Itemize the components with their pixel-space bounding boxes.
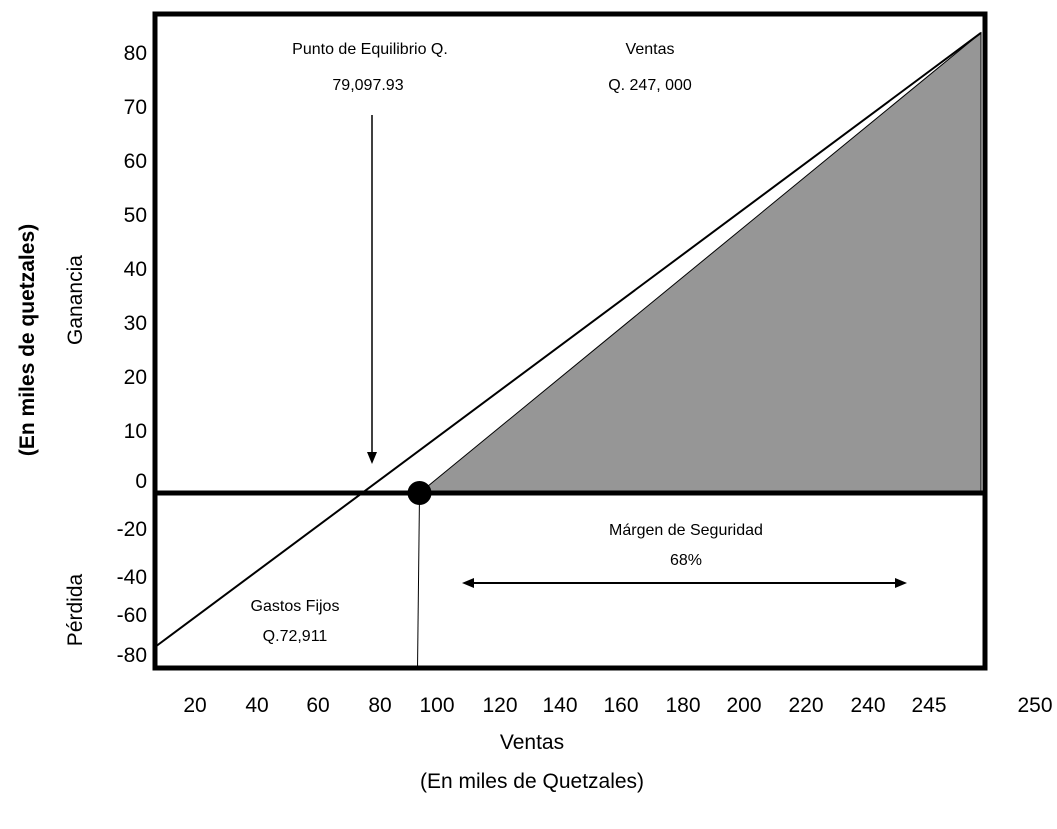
y-tick-label: 10: [124, 420, 147, 443]
fixed-costs-label-line1: Gastos Fijos: [251, 598, 340, 615]
y-region-label-profit: Ganancia: [64, 255, 87, 345]
fixed-costs-label-line2: Q.72,911: [263, 628, 328, 645]
y-tick-label: 0: [135, 470, 147, 493]
y-tick-label: 60: [124, 150, 147, 173]
break-even-label-line2: 79,097.93: [332, 77, 403, 94]
break-even-arrowhead: [367, 452, 377, 464]
x-tick-label: 20: [183, 694, 206, 717]
y-tick-label: 40: [124, 258, 147, 281]
x-tick-label: 240: [850, 694, 885, 717]
y-tick-label: -40: [117, 566, 147, 589]
x-tick-label: 40: [245, 694, 268, 717]
break-even-point: [407, 481, 432, 505]
y-axis-title: (En miles de quetzales): [16, 224, 39, 456]
break-even-label-line1: Punto de Equilibrio Q.: [292, 41, 448, 58]
safety-margin-arrowhead-left: [462, 578, 474, 588]
safety-margin-arrowhead-right: [895, 578, 907, 588]
y-tick-label: 50: [124, 204, 147, 227]
x-tick-label: 60: [306, 694, 329, 717]
y-tick-label: 80: [124, 42, 147, 65]
sales-label-line1: Ventas: [626, 41, 675, 58]
safety-margin-label-line2: 68%: [670, 552, 702, 569]
x-tick-labels: 20 40 60 80 100 120 140 160 180 200 220 240 245 250: [183, 694, 1052, 717]
x-tick-label: 120: [482, 694, 517, 717]
y-tick-label: 70: [124, 96, 147, 119]
x-tick-label: 245: [911, 694, 946, 717]
x-tick-label: 100: [419, 694, 454, 717]
x-tick-label: 180: [665, 694, 700, 717]
x-tick-label: 250: [1017, 694, 1052, 717]
x-tick-label: 80: [368, 694, 391, 717]
x-tick-label: 200: [726, 694, 761, 717]
y-tick-label: -20: [117, 518, 147, 541]
sales-line: [154, 31, 982, 648]
plot-frame: [152, 11, 988, 671]
x-tick-label: 220: [788, 694, 823, 717]
safety-margin-label-line1: Márgen de Seguridad: [609, 522, 763, 539]
x-axis-title-line2: (En miles de Quetzales): [420, 770, 644, 793]
break-even-drop-line: [417, 492, 421, 669]
sales-label-line2: Q. 247, 000: [608, 77, 692, 94]
y-tick-label: -80: [117, 644, 147, 667]
x-tick-label: 140: [542, 694, 577, 717]
x-tick-label: 160: [603, 694, 638, 717]
y-tick-labels: 80 70 60 50 40 30 20 10 0 -20 -40 -60 -80: [117, 42, 147, 667]
y-region-label-loss: Pérdida: [64, 573, 87, 646]
x-axis-title-line1: Ventas: [500, 731, 564, 754]
profit-area: [418, 31, 982, 494]
y-tick-label: -60: [117, 604, 147, 627]
y-tick-label: 20: [124, 366, 147, 389]
y-tick-label: 30: [124, 312, 147, 335]
